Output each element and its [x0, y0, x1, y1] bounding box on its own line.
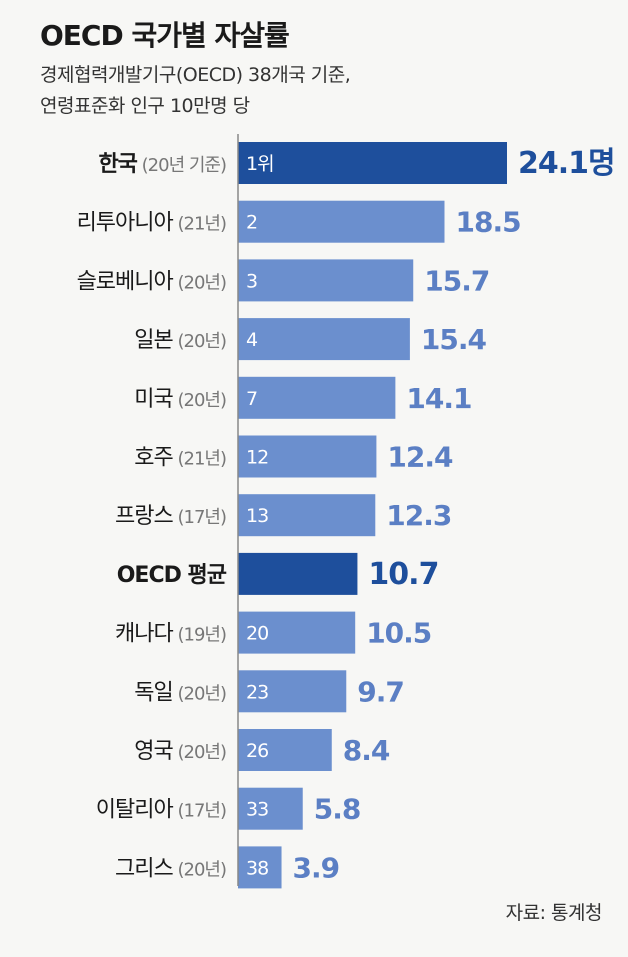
rank-label: 13	[246, 505, 268, 527]
bar	[238, 729, 332, 771]
category-label: 프랑스 (17년)	[115, 504, 226, 529]
bar	[238, 494, 376, 537]
rank-label: 12	[246, 447, 268, 469]
bar	[238, 259, 414, 302]
category-label: 슬로베니아 (20년)	[77, 269, 226, 294]
value-label: 9.7	[357, 675, 404, 708]
rank-label: 33	[246, 799, 268, 821]
chart-title: OECD 국가별 자살률	[40, 19, 290, 52]
value-label: 15.7	[424, 264, 489, 297]
rank-label: 4	[246, 329, 258, 351]
year-label: (17년)	[173, 801, 226, 822]
bar	[238, 611, 356, 654]
year-label: (20년)	[173, 390, 226, 411]
country-name: 캐나다	[115, 622, 173, 647]
country-name: 리투아니아	[77, 211, 174, 236]
year-label: (19년)	[173, 625, 226, 646]
category-label: 호주 (21년)	[134, 446, 226, 471]
country-name: 일본	[134, 328, 173, 353]
country-name: 미국	[134, 387, 173, 412]
category-label: 리투아니아 (21년)	[77, 211, 226, 236]
year-label: (20년 기준)	[137, 155, 226, 176]
year-label: (20년)	[173, 272, 226, 293]
bar	[238, 142, 507, 184]
country-name: 영국	[134, 739, 173, 764]
value-label: 15.4	[421, 323, 487, 356]
country-name: 그리스	[115, 856, 173, 881]
rank-label: 20	[246, 623, 268, 645]
bar	[238, 846, 282, 889]
value-label: 12.3	[386, 499, 451, 532]
year-label: (20년)	[173, 331, 226, 352]
bar	[238, 318, 410, 361]
country-name: 호주	[134, 446, 173, 471]
rank-label: 38	[246, 857, 268, 879]
category-label: 이탈리아 (17년)	[96, 798, 226, 823]
value-label: 3.9	[293, 851, 340, 884]
year-label: (20년)	[173, 859, 226, 880]
bar	[238, 200, 445, 243]
category-label: 그리스 (20년)	[115, 856, 226, 881]
year-label: (21년)	[173, 449, 226, 470]
category-label: OECD 평균	[117, 563, 227, 588]
country-name: 프랑스	[115, 504, 173, 529]
value-label: 12.4	[387, 441, 453, 474]
value-label: 18.5	[455, 206, 520, 239]
year-label: (20년)	[173, 742, 226, 763]
subtitle-line-1: 경제협력개발기구(OECD) 38개국 기준,	[40, 64, 351, 86]
chart-subtitle: 경제협력개발기구(OECD) 38개국 기준, 연령표준화 인구 10만명 당	[40, 60, 351, 122]
value-label: 10.5	[366, 617, 431, 650]
source-note: 자료: 통계청	[505, 902, 603, 924]
bar	[238, 670, 347, 713]
bar	[238, 552, 358, 595]
year-label: (17년)	[173, 507, 226, 528]
country-name: OECD 평균	[117, 563, 227, 588]
bar	[238, 376, 396, 419]
country-name: 이탈리아	[96, 798, 174, 823]
value-label: 8.4	[343, 734, 390, 767]
rank-label: 2	[246, 212, 257, 234]
value-label: 24.1명	[518, 146, 615, 181]
rank-label: 23	[246, 681, 268, 703]
category-label: 영국 (20년)	[134, 739, 226, 764]
category-label: 한국 (20년 기준)	[98, 152, 226, 177]
rank-label: 3	[246, 270, 257, 292]
country-name: 독일	[134, 680, 172, 705]
rank-label: 1위	[246, 153, 274, 175]
category-label: 캐나다 (19년)	[115, 622, 226, 647]
category-label: 일본 (20년)	[134, 328, 226, 353]
value-label: 14.1	[406, 382, 471, 415]
value-label: 10.7	[368, 557, 438, 592]
year-label: (20년)	[173, 683, 226, 704]
bar	[238, 435, 377, 478]
bar	[238, 787, 303, 830]
year-label: (21년)	[173, 214, 226, 235]
value-label: 5.8	[314, 793, 361, 826]
country-name: 한국	[98, 152, 137, 177]
subtitle-line-2: 연령표준화 인구 10만명 당	[40, 95, 250, 117]
country-name: 슬로베니아	[77, 269, 174, 294]
rank-label: 26	[246, 740, 268, 762]
rank-label: 7	[246, 388, 257, 410]
category-label: 미국 (20년)	[134, 387, 226, 412]
category-label: 독일 (20년)	[134, 680, 226, 705]
